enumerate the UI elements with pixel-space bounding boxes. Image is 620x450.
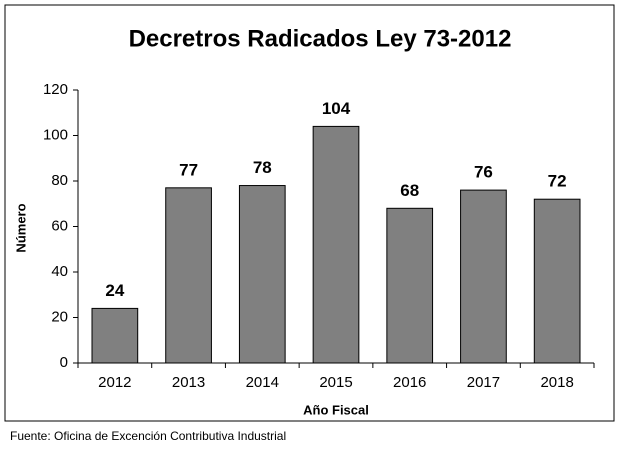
data-label: 77	[179, 160, 198, 179]
x-tick-label: 2017	[467, 374, 500, 391]
bar	[460, 189, 507, 364]
x-tick-label: 2016	[393, 374, 426, 391]
chart-title: Decretros Radicados Ley 73-2012	[129, 25, 512, 52]
y-tick-label: 80	[51, 172, 68, 189]
x-axis-title: Año Fiscal	[303, 402, 369, 417]
x-tick-label: 2015	[319, 374, 352, 391]
y-tick-label: 0	[60, 354, 68, 371]
data-label: 68	[400, 181, 419, 200]
y-axis-title: Número	[13, 203, 28, 252]
data-label: 78	[253, 158, 272, 177]
y-tick-label: 60	[51, 217, 68, 234]
y-tick-label: 40	[51, 263, 68, 280]
y-tick-label: 120	[43, 81, 68, 98]
bar	[533, 198, 581, 364]
y-tick-label: 20	[51, 308, 68, 325]
bar	[386, 207, 434, 364]
x-tick-label: 2013	[172, 374, 205, 391]
bar	[165, 187, 212, 364]
y-tick-label: 100	[43, 126, 68, 143]
x-tick-label: 2018	[540, 374, 573, 391]
x-tick-label: 2014	[246, 374, 279, 391]
x-tick-label: 2012	[98, 374, 131, 391]
bar	[91, 307, 139, 364]
data-label: 24	[105, 281, 124, 300]
source-note: Fuente: Oficina de Excención Contributiv…	[10, 429, 286, 443]
bar	[238, 185, 286, 364]
data-label: 72	[548, 172, 567, 191]
data-label: 76	[474, 163, 493, 182]
bar	[312, 125, 360, 364]
data-label: 104	[322, 99, 351, 118]
